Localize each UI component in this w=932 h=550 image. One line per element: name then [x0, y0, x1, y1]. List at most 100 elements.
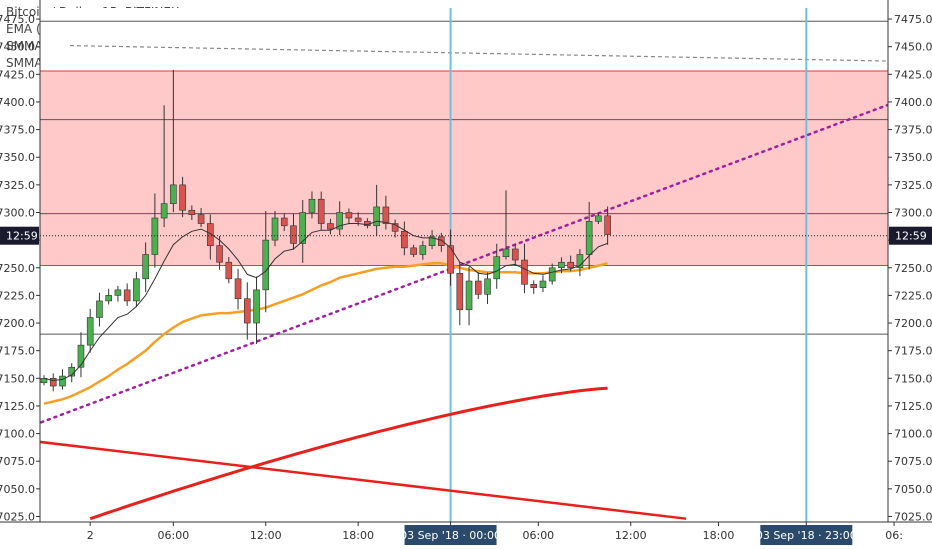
plot-layer [40, 8, 888, 522]
y-tick-label-right: 7125.0 [894, 400, 932, 413]
candle-body [243, 298, 251, 324]
candle-body [59, 375, 66, 387]
date-tag [404, 525, 497, 545]
x-tick-label: 06:00 [158, 529, 190, 542]
candle-body [548, 267, 556, 282]
candle-body [207, 223, 214, 246]
y-tick-label-left: 7250.0 [0, 262, 35, 275]
candle-body [585, 221, 593, 255]
candle-body [530, 284, 538, 288]
y-tick-label-left: 7225.0 [0, 289, 35, 302]
candle-body [391, 223, 399, 232]
dashed-trendline [69, 44, 889, 62]
candle-body [271, 217, 279, 241]
y-tick-label-left: 7025.0 [0, 510, 35, 523]
candle-body [604, 215, 611, 235]
y-tick-label-left: 7475.0 [0, 13, 35, 26]
y-tick-label-right: 7375.0 [894, 124, 932, 137]
y-tick-label-right: 7075.0 [894, 455, 932, 468]
y-tick-label-right: 7200.0 [894, 317, 932, 330]
x-tick-label: 18:00 [342, 529, 374, 542]
candle-body [558, 261, 565, 269]
candle-body [160, 203, 168, 219]
candle-body [308, 198, 316, 213]
y-tick-label-right: 7325.0 [894, 179, 932, 192]
smma200-line [89, 386, 608, 521]
candle-body [511, 248, 519, 261]
candle-body [105, 295, 112, 302]
candle-body [345, 212, 353, 219]
date-tag [760, 525, 853, 545]
ema8-line [43, 220, 608, 382]
candle-body [410, 247, 417, 255]
candle-body [197, 214, 205, 224]
candle-body [327, 223, 334, 230]
candle-body [419, 245, 427, 255]
candle-body [474, 280, 482, 295]
y-tick-label-right: 7100.0 [894, 428, 932, 441]
candle-body [354, 217, 362, 222]
candle-body [280, 217, 288, 227]
candle-body [86, 317, 94, 346]
red-trendline [40, 440, 687, 520]
price-tag-right [889, 226, 932, 245]
y-tick-label-left: 7100.0 [0, 428, 35, 441]
dotted-trendline [40, 103, 888, 425]
y-tick-label-left: 7075.0 [0, 455, 35, 468]
candle-body [151, 217, 159, 255]
y-tick-label-right: 7300.0 [894, 206, 932, 219]
y-tick-label-left: 7300.0 [0, 206, 35, 219]
y-tick-label-left: 7425.0 [0, 68, 35, 81]
y-tick-label-left: 7450.0 [0, 41, 35, 54]
candle-body [188, 209, 196, 216]
y-tick-label-left: 7175.0 [0, 345, 35, 358]
y-tick-label-left: 7375.0 [0, 124, 35, 137]
candle-body [133, 278, 140, 302]
candle-body [595, 215, 602, 222]
candle-body [317, 198, 325, 224]
candle-body [290, 225, 297, 244]
y-tick-label-right: 7425.0 [894, 68, 932, 81]
supply-zone [40, 71, 888, 266]
candle-body [576, 254, 584, 269]
y-tick-label-right: 7475.0 [894, 13, 932, 26]
candle-body [438, 236, 445, 246]
y-tick-label-right: 7250.0 [894, 262, 932, 275]
y-tick-label-left: 7050.0 [0, 483, 35, 496]
candle-body [336, 212, 343, 230]
y-tick-label-right: 7175.0 [894, 345, 932, 358]
price-tag-right-label: 12:59 [895, 230, 927, 243]
candle-body [493, 256, 501, 280]
x-tick-label: 12:00 [615, 529, 647, 542]
candle-body [428, 236, 436, 246]
candle-body [234, 278, 242, 300]
date-tag-label: 03 Sep '18 · 00:00 [400, 529, 501, 542]
candle-body [253, 289, 260, 324]
candle-body [567, 261, 574, 269]
y-tick-label-right: 7025.0 [894, 510, 932, 523]
candle-body [216, 245, 223, 263]
candle-body [299, 212, 307, 244]
candle-body [179, 184, 186, 211]
y-tick-label-left: 7125.0 [0, 400, 35, 413]
candle-body [382, 206, 390, 224]
candle-body [484, 278, 491, 295]
candle-body [225, 261, 233, 280]
y-tick-label-left: 7150.0 [0, 372, 35, 385]
y-tick-label-left: 7325.0 [0, 179, 35, 192]
y-tick-label-left: 7400.0 [0, 96, 35, 109]
candle-body [447, 245, 454, 274]
x-tick-label: 18:00 [703, 529, 735, 542]
candle-body [96, 300, 103, 318]
candle-body [521, 259, 528, 285]
candle-body [262, 239, 270, 291]
candle-body [539, 280, 547, 288]
candle-body [465, 280, 473, 311]
y-tick-label-right: 7450.0 [894, 41, 932, 54]
candle-body [114, 289, 122, 296]
date-tag-label: 03 Sep '18 · 23:00 [756, 529, 857, 542]
x-tick-label: 2 [87, 529, 94, 542]
candle-body [49, 378, 57, 387]
y-tick-label-right: 7350.0 [894, 151, 932, 164]
